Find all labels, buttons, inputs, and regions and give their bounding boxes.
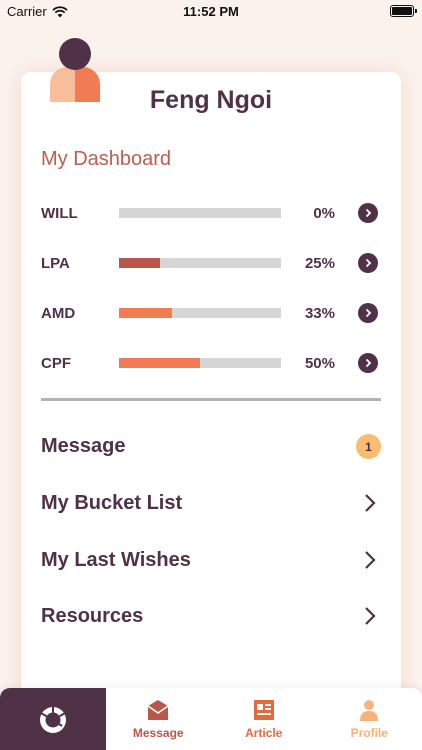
tab-profile[interactable]: Profile	[317, 688, 422, 750]
wifi-icon	[52, 5, 68, 17]
chevron-right-icon	[365, 494, 376, 512]
tab-home[interactable]	[0, 688, 106, 750]
progress-percent: 0%	[313, 205, 335, 222]
dashboard-row-amd[interactable]: AMD 33%	[41, 302, 383, 324]
battery-icon	[390, 5, 417, 17]
section-divider	[41, 398, 381, 401]
progress-fill	[119, 308, 173, 318]
menu-item-resources[interactable]: Resources	[41, 601, 381, 631]
menu-item-label: Message	[41, 435, 126, 457]
dashboard-label: AMD	[41, 305, 76, 322]
progress-bar	[119, 258, 281, 268]
status-bar: Carrier 11:52 PM	[0, 0, 422, 24]
chevron-right-icon	[365, 551, 376, 569]
progress-percent: 33%	[304, 305, 335, 322]
avatar[interactable]	[46, 36, 104, 104]
carrier: Carrier	[7, 4, 68, 19]
tab-label: Article	[245, 726, 283, 740]
tab-label: Message	[132, 726, 184, 740]
tab-bar: Message Article Profile	[0, 688, 422, 750]
user-name: Feng Ngoi	[149, 86, 273, 114]
envelope-icon	[147, 700, 169, 720]
dashboard-row-will[interactable]: WILL 0%	[41, 202, 383, 224]
article-icon	[253, 700, 274, 720]
progress-bar	[119, 358, 281, 368]
status-time: 11:52 PM	[183, 4, 239, 19]
message-count-badge: 1	[356, 434, 381, 459]
person-icon	[360, 700, 379, 721]
dashboard-label: LPA	[41, 255, 70, 272]
chevron-right-icon[interactable]	[358, 353, 378, 373]
chevron-right-icon[interactable]	[358, 203, 378, 223]
tab-label: Profile	[350, 726, 388, 740]
progress-bar	[119, 208, 281, 218]
dashboard-title: My Dashboard	[41, 148, 172, 170]
dashboard-row-lpa[interactable]: LPA 25%	[41, 252, 383, 274]
menu-item-bucket-list[interactable]: My Bucket List	[41, 488, 381, 518]
menu-item-label: Resources	[41, 605, 144, 627]
progress-percent: 50%	[304, 355, 335, 372]
dashboard-label: CPF	[41, 355, 71, 372]
tab-article[interactable]: Article	[211, 688, 317, 750]
dashboard-label: WILL	[41, 205, 78, 222]
menu-item-last-wishes[interactable]: My Last Wishes	[41, 545, 381, 575]
dashboard-icon	[39, 707, 66, 733]
menu-item-label: My Bucket List	[41, 492, 183, 514]
menu-item-message[interactable]: Message 1	[41, 431, 381, 461]
tab-message[interactable]: Message	[106, 688, 212, 750]
carrier-label: Carrier	[7, 4, 47, 19]
profile-card: Feng Ngoi My Dashboard WILL 0% LPA 25% A…	[21, 38, 401, 712]
chevron-right-icon[interactable]	[358, 253, 378, 273]
progress-fill	[119, 358, 200, 368]
menu-item-label: My Last Wishes	[41, 549, 191, 571]
progress-bar	[119, 308, 281, 318]
progress-fill	[119, 258, 160, 268]
chevron-right-icon[interactable]	[358, 303, 378, 323]
chevron-right-icon	[365, 607, 376, 625]
dashboard-row-cpf[interactable]: CPF 50%	[41, 352, 383, 374]
progress-percent: 25%	[304, 255, 335, 272]
